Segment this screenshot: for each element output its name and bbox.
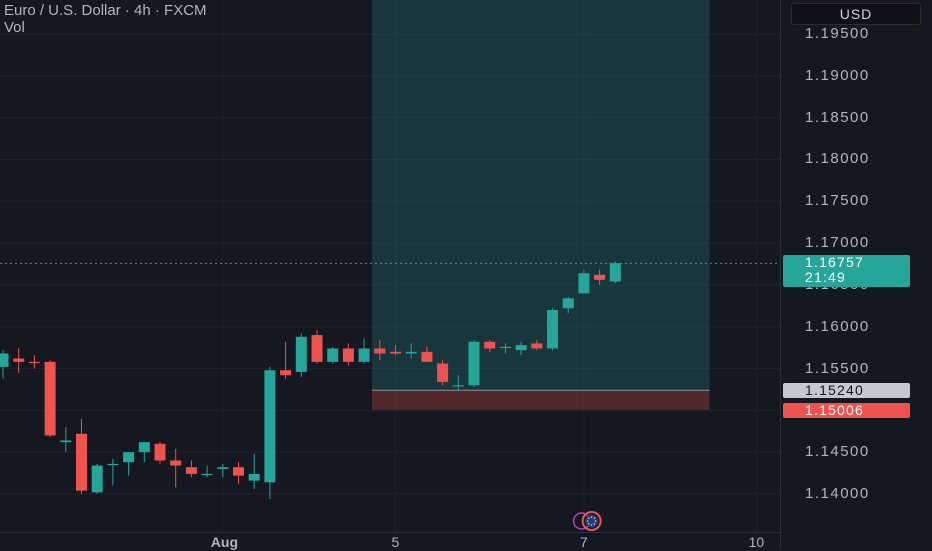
candlestick-chart[interactable] [0,0,780,532]
price-marker-tag[interactable]: 1.15006 [783,402,910,418]
time-tick-label: 7 [579,534,588,550]
candle-body [358,348,370,362]
event-ring-icon [581,511,602,531]
candle-body [264,370,276,483]
candle-body [170,460,182,466]
time-axis[interactable]: Aug 5 7 10 [0,532,780,551]
price-tick-label: 1.17000 [805,234,870,252]
candle-body [374,348,386,354]
eu-star-icon [587,517,590,519]
candle-body [217,467,229,469]
candle-body [421,351,433,362]
candle-body [342,348,354,362]
candle-body [280,370,292,376]
candle-body [91,465,103,493]
candle-body [154,443,166,461]
candle-body [44,361,56,436]
eu-star-icon [594,520,597,522]
bar-countdown: 21:49 [805,269,847,286]
candle-body [327,348,339,362]
candle-body [123,452,135,463]
candle-body [390,351,401,354]
candle-body [468,341,480,386]
candle-body [295,336,307,372]
candle-body [531,343,543,349]
current-price-value: 1.16757 [805,254,865,271]
candle-body [515,345,527,351]
candle-body [484,341,496,349]
candle-body [594,274,606,280]
eu-star-icon [593,517,596,519]
candle-body [452,385,464,387]
price-axis[interactable]: USD 1.19500 1.19000 1.18500 1.18000 1.17500 1… [780,0,932,550]
eu-star-icon [587,523,590,525]
candle-body [499,346,511,348]
price-tick-label: 1.15500 [805,359,870,377]
time-tick-label: Aug [210,534,239,550]
price-tick-label: 1.17500 [805,192,870,210]
candle-body [547,310,558,349]
price-tick-label: 1.14000 [805,485,870,502]
price-tick-label: 1.18000 [805,150,870,168]
volume-indicator-label[interactable]: Vol [4,19,25,36]
candle-body [233,467,244,476]
candle-body [138,442,150,453]
eu-star-icon [586,520,589,522]
candle-body [185,467,197,474]
candle-body [609,263,621,282]
candle-body [248,473,260,481]
loss-zone [371,390,710,410]
candle-body [107,463,119,466]
candle-body [0,353,9,367]
symbol-title[interactable]: Euro / U.S. Dollar · 4h · FXCM [4,2,207,19]
chart-legend: Euro / U.S. Dollar · 4h · FXCM Vol [4,2,207,36]
candle-body [60,440,72,443]
candle-body [13,358,25,362]
currency-button[interactable]: USD [791,3,921,25]
current-price-tag[interactable]: 1.16757 21:49 [783,254,910,288]
candle-body [437,363,449,382]
candle-body [578,273,590,294]
eu-star-icon [590,524,593,526]
candle-body [405,351,417,354]
candle-body [76,433,87,491]
candle-body [311,335,323,362]
eu-star-icon [593,523,596,525]
time-tick-label: 5 [391,534,400,550]
price-tick-label: 1.19000 [805,66,870,84]
candle-body [201,473,213,476]
candle-body [28,361,40,364]
eu-star-icon [590,516,593,518]
price-tick-label: 1.16000 [805,317,870,335]
price-tick-label: 1.18500 [805,108,870,126]
profit-zone [371,0,710,391]
price-tick-label: 1.19500 [805,25,870,42]
candle-body [562,298,574,309]
time-tick-label: 10 [748,534,765,550]
chart-plot-area[interactable]: Euro / U.S. Dollar · 4h · FXCM Vol [0,0,780,532]
price-tick-label: 1.14500 [805,443,870,461]
price-marker-tag[interactable]: 1.15240 [783,383,910,399]
